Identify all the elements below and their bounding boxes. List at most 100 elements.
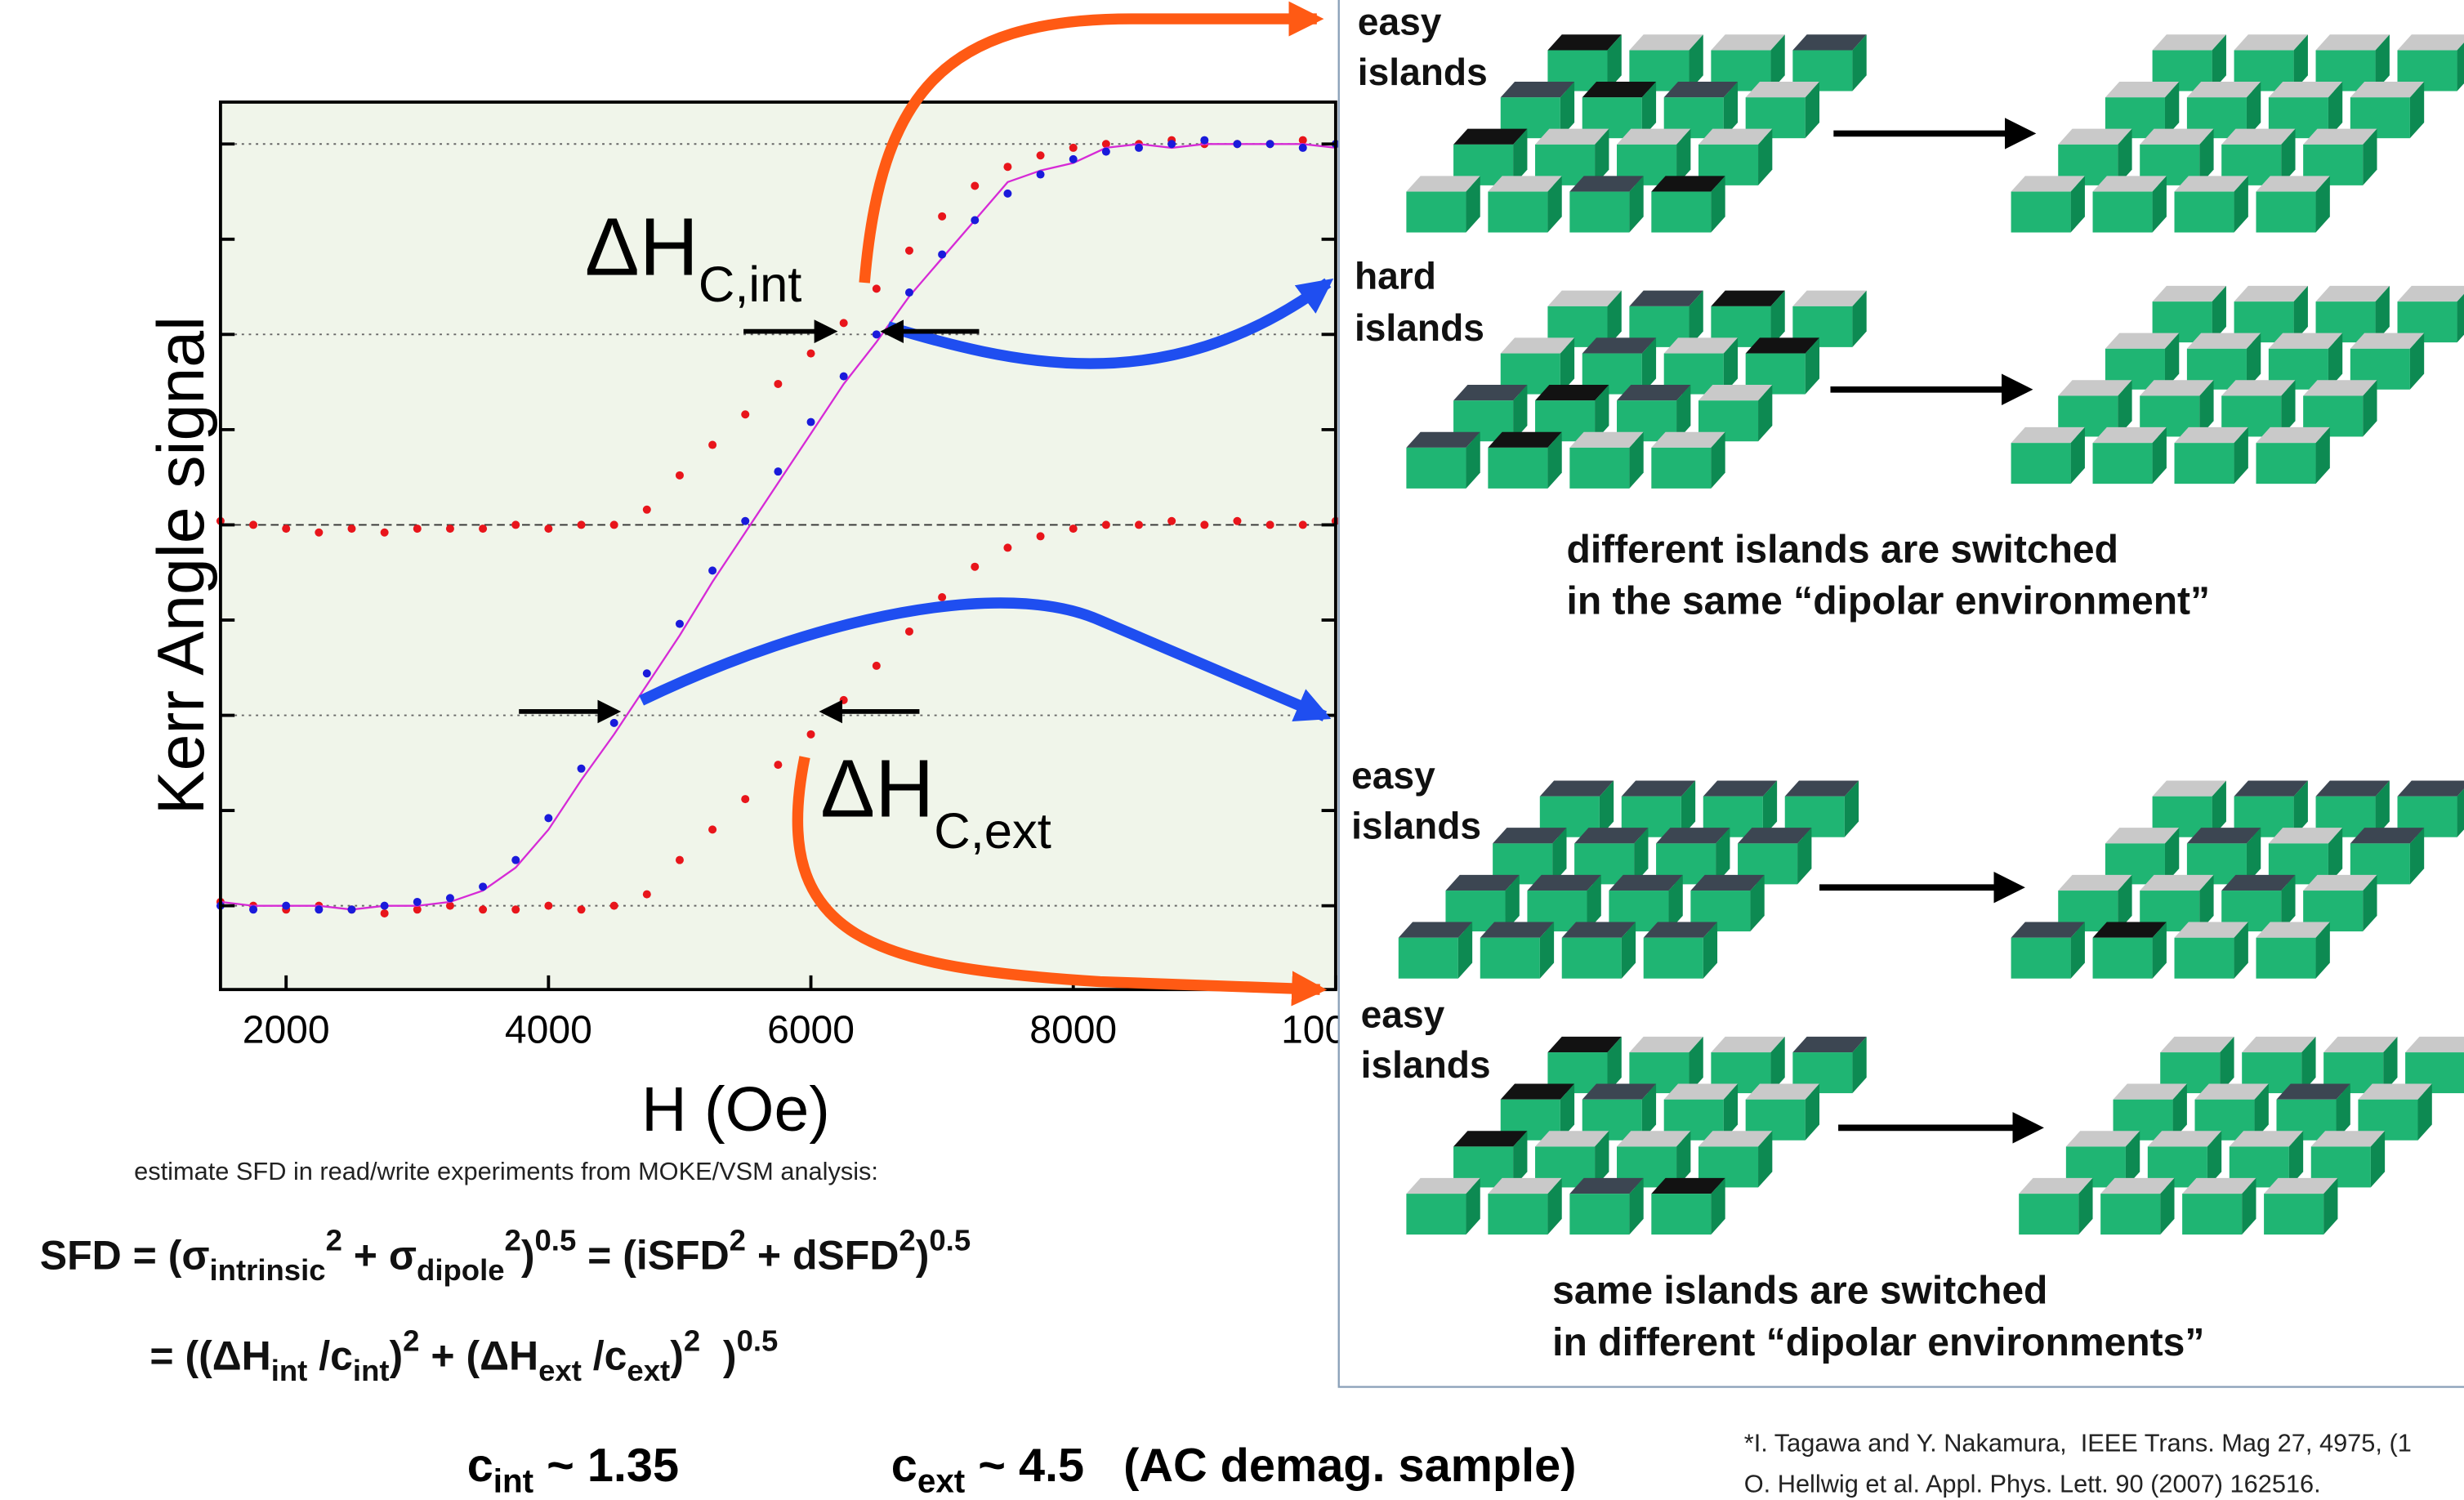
block-front [2011, 443, 2071, 484]
data-point [1037, 532, 1045, 540]
data-point [578, 905, 586, 913]
data-point [1003, 163, 1011, 171]
data-point [347, 525, 355, 533]
label-line: easy [1358, 0, 1442, 42]
reference: *I. Tagawa and Y. Nakamura, IEEE Trans. … [1744, 1428, 2412, 1457]
label-line: hard [1355, 255, 1436, 297]
data-point [610, 520, 618, 529]
block-front [1399, 938, 1458, 979]
data-point [1200, 136, 1208, 145]
data-point [315, 905, 323, 913]
f: ) [670, 1333, 684, 1378]
f-sup: 2 [899, 1223, 915, 1257]
intro-text: estimate SFD in read/write experiments f… [134, 1157, 878, 1185]
data-point [347, 905, 355, 913]
block-front [2264, 1194, 2323, 1234]
label-line: islands [1361, 1043, 1491, 1086]
f: c [467, 1440, 493, 1492]
label-line: easy [1351, 754, 1435, 797]
data-point [446, 525, 454, 533]
annotation-text: ΔH [585, 201, 699, 292]
data-point [282, 902, 290, 910]
data-point [1299, 144, 1307, 152]
f-sub: int [353, 1354, 390, 1387]
f: ) [700, 1333, 736, 1378]
f-sub: ext [917, 1462, 965, 1499]
f-sup: 0.5 [929, 1223, 971, 1257]
data-point [840, 373, 848, 381]
f-sup: 2 [326, 1223, 342, 1257]
block-front [2100, 1194, 2160, 1234]
data-point [381, 909, 389, 917]
y-axis-label: Kerr Angle signal [145, 316, 218, 815]
constant: cext ~ 4.5 (AC demag. sample) [891, 1440, 1577, 1499]
data-point [1102, 148, 1110, 156]
caption-line: in the same “dipolar environment” [1566, 579, 2210, 623]
f: = (iSFD [576, 1232, 729, 1278]
caption-line: different islands are switched [1566, 527, 2118, 571]
data-point [578, 520, 586, 529]
f: ) [916, 1232, 930, 1278]
f-sub: dipole [417, 1253, 505, 1287]
chart: 200040006000800010000 [216, 102, 1390, 1052]
f: ) [390, 1333, 404, 1378]
block-front [2093, 443, 2153, 484]
data-point [282, 525, 290, 533]
block-front [2093, 938, 2153, 979]
data-point [479, 905, 487, 913]
data-point [1003, 543, 1011, 551]
data-point [905, 627, 913, 636]
f: + (ΔH [420, 1333, 539, 1378]
x-tick-label: 4000 [505, 1008, 592, 1052]
block-front [1651, 448, 1711, 489]
data-point [1135, 520, 1143, 529]
f: ) [521, 1232, 535, 1278]
data-point [774, 380, 782, 388]
caption-line: same islands are switched [1552, 1269, 2047, 1313]
block-front [1562, 938, 1622, 979]
data-point [971, 216, 979, 224]
data-point [249, 520, 257, 529]
data-point [479, 525, 487, 533]
f-sup: 0.5 [737, 1324, 779, 1357]
f-sup: 2 [684, 1324, 700, 1357]
data-point [1069, 525, 1078, 533]
data-point [446, 894, 454, 902]
data-point [511, 520, 520, 529]
label-line: islands [1355, 306, 1484, 349]
f-sup: 2 [505, 1223, 521, 1257]
f-sup: 2 [730, 1223, 746, 1257]
data-point [1102, 520, 1110, 529]
block-front [1569, 1194, 1629, 1234]
block-front [1488, 192, 1547, 233]
f: /c [582, 1333, 627, 1378]
data-point [249, 905, 257, 913]
block-front [1644, 938, 1703, 979]
slide: 200040006000800010000 Kerr Angle signal … [0, 0, 2464, 1500]
data-point [938, 212, 946, 221]
data-point [1299, 520, 1307, 529]
data-point [840, 696, 848, 704]
x-tick-label: 8000 [1029, 1008, 1117, 1052]
formula: = ((ΔHint /cint)2 + (ΔHext /cext)2 )0.5 [150, 1324, 778, 1387]
plot-background [221, 102, 1336, 989]
f: + σ [342, 1232, 417, 1278]
block-front [1488, 448, 1547, 489]
reference: O. Hellwig et al. Appl. Phys. Lett. 90 (… [1744, 1469, 2321, 1498]
block-front [2182, 1194, 2242, 1234]
data-point [774, 761, 782, 769]
data-point [1200, 520, 1208, 529]
data-point [1167, 517, 1176, 525]
f-sub: intrinsic [210, 1253, 326, 1287]
data-point [905, 247, 913, 255]
block-front [1651, 1194, 1711, 1234]
block-front [2175, 192, 2234, 233]
f: /c [307, 1333, 353, 1378]
block-front [2093, 192, 2153, 233]
f-sub: int [271, 1354, 308, 1387]
data-point [1266, 140, 1274, 148]
block-front [2011, 938, 2071, 979]
annotation-text: ΔH [820, 743, 934, 835]
f-sup: 2 [403, 1324, 419, 1357]
